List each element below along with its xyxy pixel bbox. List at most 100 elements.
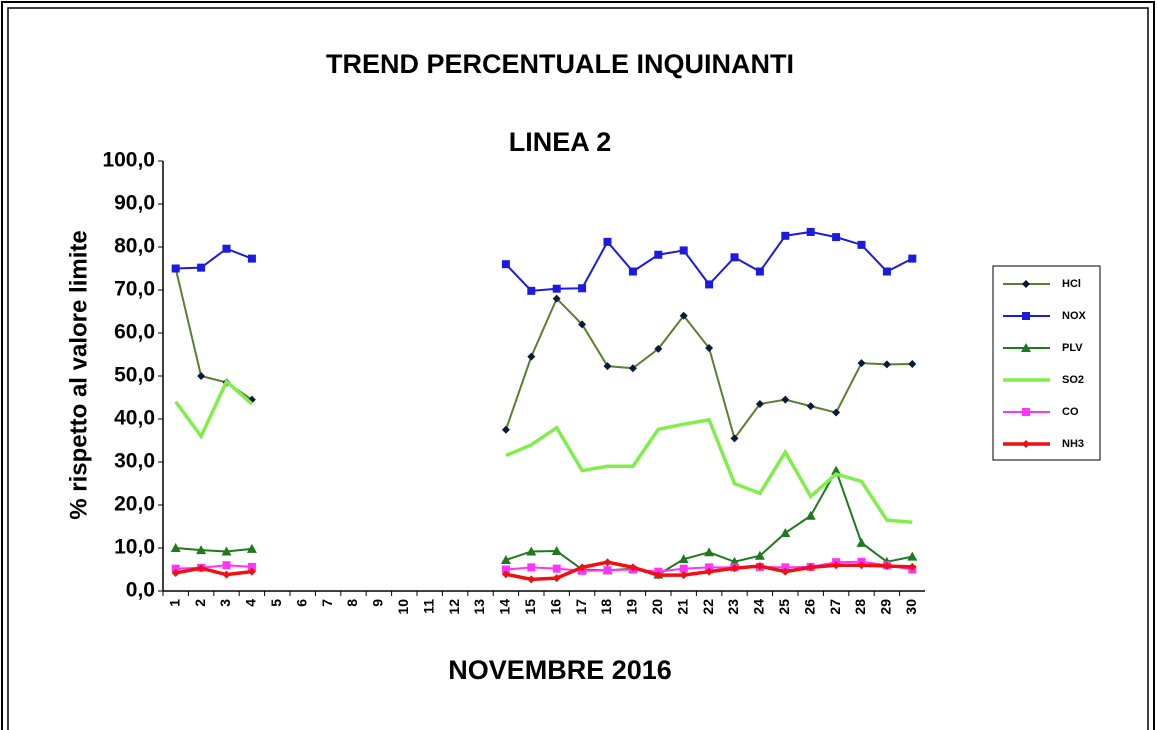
inner-frame [7,7,1149,730]
y-tick-label: 30,0 [114,450,155,473]
legend-label: HCl [1062,278,1081,290]
data-point [552,294,561,303]
data-point [831,465,842,475]
x-tick-label: 24 [751,599,767,615]
x-tick-label: 8 [344,599,360,607]
y-tick-label: 70,0 [114,278,155,301]
data-point [705,344,714,353]
data-point [730,434,739,443]
x-tick-label: 19 [624,599,640,615]
y-tick-label: 50,0 [114,364,155,387]
data-point [501,570,510,579]
data-point [603,566,612,575]
x-tick-label: 1 [166,599,182,607]
data-point [527,563,536,572]
data-point [551,546,562,556]
legend-label: CO [1062,406,1079,418]
data-point [857,240,866,249]
y-tick-label: 20,0 [114,493,155,516]
y-tick-label: 10,0 [114,536,155,559]
data-point [781,567,790,576]
x-tick-label: 11 [420,599,436,614]
series-line [175,468,913,576]
data-point [552,574,561,583]
x-tick-label: 5 [268,599,284,607]
x-tick-label: 17 [573,599,589,615]
data-point [603,362,612,371]
data-point [882,267,891,276]
data-point [171,264,180,273]
data-point [679,571,688,580]
y-tick-label: 80,0 [114,235,155,258]
data-point [678,554,689,564]
x-tick-label: 12 [446,599,462,615]
x-tick-label: 29 [878,599,894,615]
x-tick-label: 23 [725,599,741,615]
data-point [832,233,841,242]
legend-label: PLV [1062,342,1083,354]
legend-marker [1022,408,1030,416]
data-point [222,244,231,253]
data-point [907,551,918,561]
data-point [857,561,866,570]
data-point [628,364,637,373]
data-point [552,564,561,573]
x-tick-label: 9 [370,599,386,607]
data-point [781,563,790,572]
data-point [755,399,764,408]
data-point [679,246,688,255]
data-point [578,284,587,293]
data-point [578,563,587,572]
data-point [806,563,815,572]
legend-label: NOX [1062,310,1087,322]
x-axis-title: NOVEMBRE 2016 [448,655,672,685]
data-point [628,563,637,572]
x-tick-label: 6 [293,599,309,607]
data-point [705,280,714,289]
data-point [882,360,891,369]
data-point [806,227,815,236]
legend-marker [1022,440,1030,448]
x-tick-label: 20 [649,599,665,615]
x-tick-label: 26 [801,599,817,615]
x-tick-label: 7 [319,599,335,607]
x-tick-label: 18 [598,599,614,615]
data-point [654,571,663,580]
x-tick-label: 28 [852,599,868,615]
data-point [501,565,510,574]
data-point [730,564,739,573]
legend-marker [1022,312,1030,320]
data-point [705,563,714,572]
data-point [781,231,790,240]
x-tick-label: 13 [471,599,487,615]
legend-label: NH3 [1062,438,1084,450]
x-tick-label: 15 [522,599,538,615]
data-point [755,267,764,276]
data-point [500,555,511,565]
data-point [754,550,765,560]
data-point [197,372,206,380]
x-tick-label: 16 [547,599,563,615]
data-point [857,359,866,368]
data-point [603,558,612,567]
y-tick-label: 40,0 [114,407,155,430]
x-tick-label: 10 [395,599,411,615]
data-point [527,286,536,295]
y-tick-label: 90,0 [114,192,155,215]
data-point [247,567,256,576]
data-point [705,567,714,576]
x-tick-label: 21 [674,599,690,615]
data-point [755,562,764,571]
data-point [628,267,637,276]
data-point [170,543,181,552]
data-point [501,425,510,434]
series-line [175,230,913,292]
data-point [197,263,206,272]
x-tick-label: 3 [217,599,233,607]
x-tick-label: 25 [776,599,792,615]
data-point [552,284,561,293]
data-point [654,344,663,353]
data-point [247,562,256,571]
data-point [578,320,587,329]
